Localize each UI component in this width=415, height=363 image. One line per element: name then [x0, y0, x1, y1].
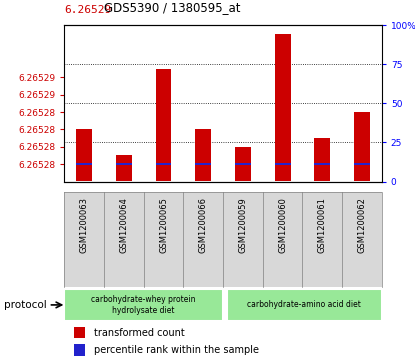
Bar — [64, 289, 223, 321]
Text: GSM1200064: GSM1200064 — [120, 197, 128, 253]
Bar — [74, 327, 85, 338]
Bar — [76, 163, 92, 165]
Bar — [74, 344, 85, 356]
Text: percentile rank within the sample: percentile rank within the sample — [95, 345, 259, 355]
Bar — [235, 147, 251, 182]
Bar — [76, 130, 92, 182]
Bar — [354, 112, 370, 182]
Bar — [116, 155, 132, 182]
Bar — [275, 34, 290, 182]
Bar — [314, 138, 330, 182]
Text: GSM1200061: GSM1200061 — [318, 197, 327, 253]
Text: GSM1200062: GSM1200062 — [357, 197, 366, 253]
Text: GSM1200060: GSM1200060 — [278, 197, 287, 253]
Text: carbohydrate-amino acid diet: carbohydrate-amino acid diet — [247, 301, 361, 309]
Text: GDS5390 / 1380595_at: GDS5390 / 1380595_at — [104, 1, 240, 15]
Bar — [354, 163, 370, 165]
Bar — [314, 163, 330, 165]
Text: GSM1200066: GSM1200066 — [199, 197, 208, 253]
Bar — [227, 289, 382, 321]
Text: GSM1200065: GSM1200065 — [159, 197, 168, 253]
Bar — [275, 163, 290, 165]
Bar — [116, 163, 132, 165]
Text: carbohydrate-whey protein
hydrolysate diet: carbohydrate-whey protein hydrolysate di… — [91, 295, 196, 315]
Text: GSM1200063: GSM1200063 — [80, 197, 89, 253]
Bar — [195, 163, 211, 165]
Bar — [156, 69, 171, 182]
Text: GSM1200059: GSM1200059 — [238, 197, 247, 253]
Bar — [156, 163, 171, 165]
Bar — [235, 163, 251, 165]
Text: protocol: protocol — [4, 300, 47, 310]
Text: transformed count: transformed count — [95, 327, 185, 338]
Bar — [195, 130, 211, 182]
Text: 6.26529: 6.26529 — [64, 4, 112, 15]
